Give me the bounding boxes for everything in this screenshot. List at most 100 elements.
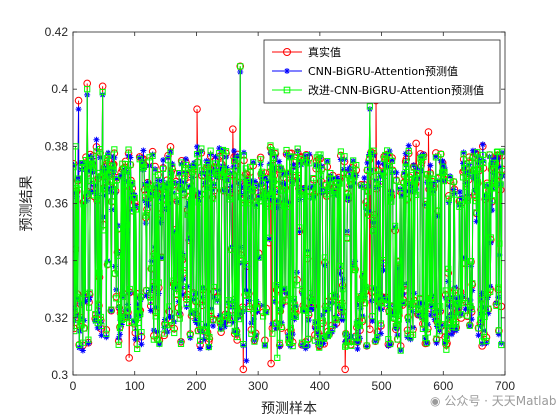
series-2-point [478,297,485,304]
series-2-point [274,197,281,204]
series-2-point [237,63,244,70]
series-1-point [89,168,96,175]
series-2-point [138,329,145,336]
series-2-point [307,290,314,297]
series-2-point [219,172,226,180]
series-1-point [143,292,150,299]
series-2-point [238,194,245,201]
series-2-point [359,316,366,323]
series-2-point [368,285,375,292]
series-2-point [272,148,279,155]
series-2-point [440,177,448,185]
series-2-point [295,172,302,179]
series-2-point [217,318,224,325]
series-2-point [97,313,104,321]
series-1-point [405,142,412,149]
series-2-point [296,224,303,231]
series-2-point [93,195,101,203]
series-2-point [446,296,453,304]
series-2-point [348,342,355,349]
series-2-point [324,157,331,165]
series-2-point [393,320,401,327]
legend-marker-2 [283,86,291,94]
series-2-point [130,194,137,201]
series-1-point [163,181,170,188]
series-2-point [293,282,301,289]
series-1-point [427,312,434,319]
series-1-point [186,235,193,242]
series-2-point [180,189,188,196]
series-2-point [437,150,444,158]
series-1-point [399,300,406,307]
series-2-point [205,160,212,168]
series-2-point [177,340,185,347]
series-2-point [408,183,415,190]
series-2-point [282,186,289,193]
series-2-point [73,328,78,335]
series-2-point [350,264,357,272]
series-2-point [421,311,428,318]
series-2-point [250,158,257,166]
series-1-point [447,173,454,180]
series-2-point [440,169,447,177]
series-2-point [291,312,298,319]
series-1-point [98,332,105,339]
series-1-point [244,184,251,191]
series-2-point [313,162,320,169]
series-2-point [280,285,288,293]
series-2-point [111,270,119,277]
series-2-point [95,300,103,307]
series-1-point [182,156,189,163]
series-2-point [192,308,199,315]
series-2-point [110,166,117,173]
series-2-point [181,173,188,180]
series-2-point [356,322,364,330]
series-2-point [129,180,136,187]
series-2-point [256,198,264,205]
series-2-point [245,291,252,298]
series-2-point [145,185,153,192]
series-2-point [135,319,142,327]
series-2-point [163,182,170,189]
series-2-point [374,334,381,341]
series-2-point [114,225,122,232]
series-2-point [108,198,115,205]
series-2-point [473,209,480,216]
series-1-point [268,196,275,203]
series-1-point [212,153,219,160]
series-2-point [442,339,449,346]
series-2-point [329,325,336,333]
series-2-point [445,265,452,272]
series-2-point [392,222,399,229]
series-1-point [292,314,299,321]
series-2-point [409,301,416,308]
series-2-point [389,167,396,175]
series-1-point [377,173,384,180]
series-2-point [209,317,217,324]
series-2-point [244,178,251,186]
series-1-point [440,161,447,168]
series-2-point [371,214,378,222]
series-2-point [209,195,216,203]
series-2-point [189,187,196,194]
axes: 0 100 200 300 400 500 600 700 0.3 0.32 0.34 0.36 0.3… [19,25,515,417]
series-1-point [274,198,281,205]
series-1-point [334,174,341,181]
series-1-point [364,159,371,166]
series-2-point [266,234,273,241]
series-2-point [345,193,352,200]
y-tick-label: 0.38 [45,139,69,153]
x-tick-label: 100 [125,379,145,393]
series-2-point [465,172,472,180]
series-2-point [211,182,218,189]
series-2-point [477,310,485,317]
series-2-point [355,321,362,328]
series-2-point [318,166,325,173]
series-2-point [269,173,277,180]
series-2-point [116,325,124,332]
series-2-point [450,178,457,185]
legend-marker-0 [283,48,291,56]
series-2-point [188,309,195,316]
series-2-point [321,254,328,261]
series-2-point [180,267,187,274]
